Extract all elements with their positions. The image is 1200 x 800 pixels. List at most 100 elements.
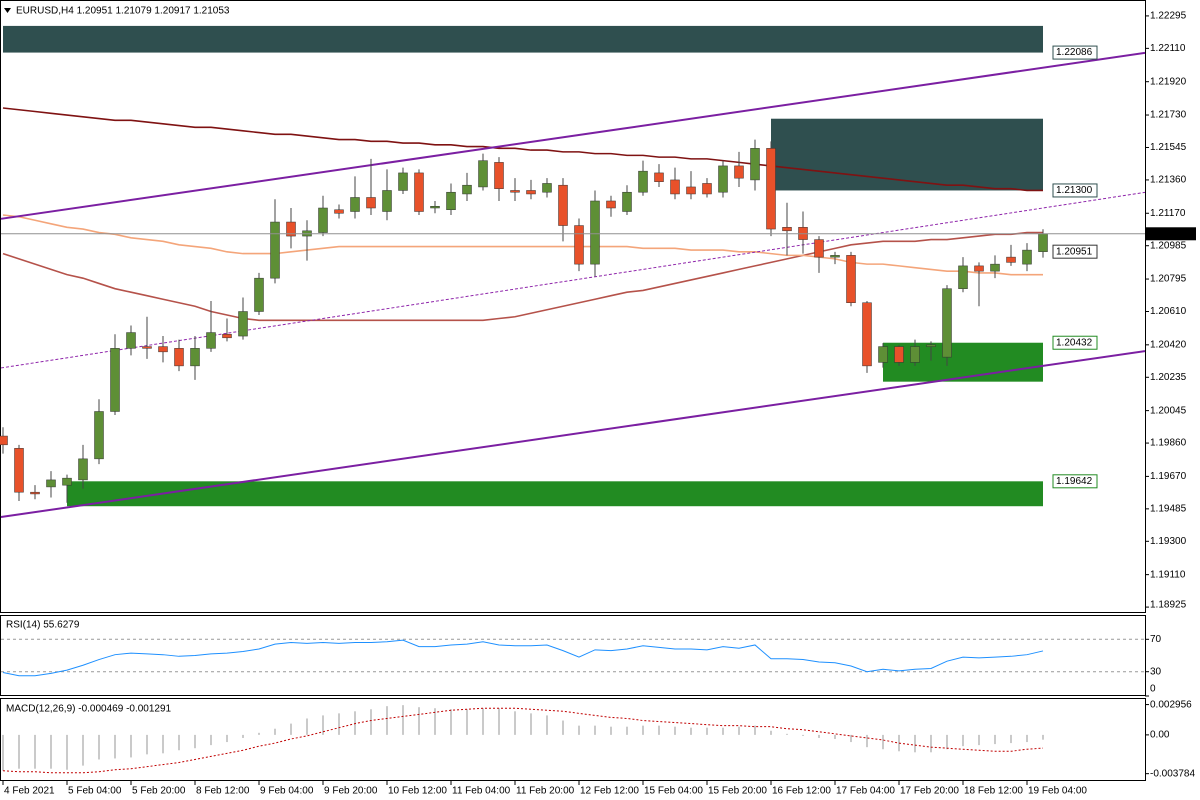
pane-title: EURUSD,H4 1.20951 1.21079 1.20917 1.2105… (16, 6, 230, 17)
x-tick-label: 10 Feb 12:00 (388, 786, 447, 797)
price-label: 1.20951 (1056, 246, 1093, 257)
candle-body (542, 183, 552, 193)
candle-body (782, 227, 792, 232)
zone (3, 25, 1043, 53)
signal-line (2, 707, 1044, 774)
y-tick-label: 0 (1150, 684, 1156, 695)
candle-body (814, 239, 824, 258)
candle-body (62, 477, 72, 486)
candle-body (462, 184, 472, 195)
y-tick-label: 1.19110 (1150, 569, 1186, 580)
pane-title: MACD(12,26,9) -0.000469 -0.001291 (6, 704, 172, 715)
candle-body (94, 411, 104, 460)
candle-body (590, 200, 600, 265)
candle-body (606, 200, 616, 209)
x-tick-label: 19 Feb 04:00 (1028, 786, 1087, 797)
y-tick-label: 1.20985 (1150, 240, 1187, 251)
candle-body (926, 344, 936, 347)
pane-title: RSI(14) 55.6279 (6, 620, 80, 631)
candle-body (350, 197, 360, 212)
x-tick-label: 5 Feb 20:00 (132, 786, 186, 797)
x-tick-label: 16 Feb 12:00 (772, 786, 831, 797)
zone (771, 118, 1043, 191)
candle-body (574, 225, 584, 265)
price-label: 1.20432 (1056, 337, 1093, 348)
y-tick-label: 1.22295 (1150, 11, 1187, 22)
moving-average (2, 214, 1043, 276)
price-label-box (1146, 227, 1196, 241)
zone (883, 342, 1043, 382)
candle-body (510, 190, 520, 193)
price-label-box (1052, 183, 1098, 198)
symbol-menu-icon[interactable] (4, 8, 11, 13)
candle-body (206, 332, 216, 349)
price-label: 1.21300 (1056, 185, 1093, 196)
candle-body (1022, 249, 1032, 265)
price-label: 1.21053 (1150, 228, 1187, 239)
candle-body (430, 205, 440, 209)
candle-body (494, 162, 504, 189)
candle-body (174, 348, 184, 367)
y-tick-label: 1.21920 (1150, 76, 1187, 87)
y-tick-label: 1.19670 (1150, 471, 1187, 482)
x-tick-label: 17 Feb 20:00 (900, 786, 959, 797)
zone (67, 481, 1043, 507)
price-label: 1.22086 (1056, 47, 1093, 58)
candle-body (830, 255, 840, 258)
x-tick-label: 11 Feb 20:00 (516, 786, 575, 797)
candle-body (958, 265, 968, 289)
trendline (0, 51, 1146, 220)
candle-body (398, 172, 408, 191)
candle-body (526, 190, 536, 195)
candle-body (142, 346, 152, 349)
y-tick-label: 1.20610 (1150, 306, 1187, 317)
candle-body (766, 148, 776, 230)
y-tick-label: 1.22110 (1150, 43, 1186, 54)
y-tick-label: 1.21170 (1150, 208, 1186, 219)
y-tick-label: 1.21730 (1150, 110, 1187, 121)
trendline (0, 191, 1146, 369)
price-label-box (1052, 335, 1098, 350)
candle-body (382, 190, 392, 212)
candle-body (126, 332, 136, 349)
candle-body (750, 148, 760, 181)
price-label-box (1052, 45, 1098, 60)
candle-body (446, 191, 456, 211)
candle-body (862, 302, 872, 367)
candle-body (14, 448, 24, 493)
candle-body (30, 491, 40, 495)
candle-body (190, 348, 200, 367)
candle-body (894, 346, 904, 363)
moving-average (2, 107, 1043, 192)
x-tick-label: 18 Feb 12:00 (964, 786, 1023, 797)
trendline (0, 350, 1146, 519)
x-tick-label: 15 Feb 20:00 (708, 786, 767, 797)
y-tick-label: 1.20420 (1150, 339, 1187, 350)
candle-body (654, 172, 664, 182)
candle-body (878, 346, 888, 363)
macd-pane-border (0, 698, 1146, 781)
candle-body (670, 179, 680, 195)
candle-body (334, 209, 344, 214)
x-tick-label: 4 Feb 2021 (4, 786, 55, 797)
candle-body (366, 197, 376, 209)
x-tick-label: 5 Feb 04:00 (68, 786, 122, 797)
indicator-line (2, 639, 1044, 677)
candle-body (942, 288, 952, 358)
y-tick-label: 1.19485 (1150, 503, 1187, 514)
y-tick-label: 1.21545 (1150, 142, 1187, 153)
candle-body (46, 479, 56, 488)
x-tick-label: 15 Feb 04:00 (644, 786, 703, 797)
y-tick-label: 70 (1150, 634, 1162, 645)
candle-body (702, 183, 712, 195)
main-pane-border (0, 0, 1146, 613)
price-label-box (1052, 244, 1098, 259)
candle-body (254, 277, 264, 312)
y-tick-label: 1.20795 (1150, 274, 1187, 285)
y-tick-label: 0.00 (1150, 730, 1170, 741)
y-tick-label: -0.003784 (1150, 768, 1195, 779)
y-tick-label: 1.20235 (1150, 372, 1187, 383)
candle-body (686, 186, 696, 195)
candle-body (990, 263, 1000, 272)
